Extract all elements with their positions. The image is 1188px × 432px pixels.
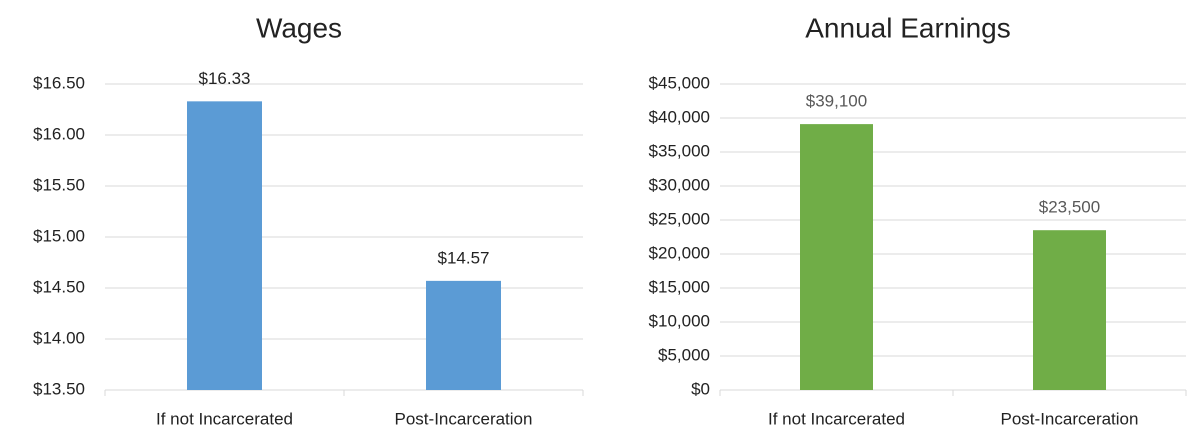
y-tick-label: $45,000 bbox=[649, 73, 710, 92]
bar bbox=[1033, 230, 1106, 390]
y-tick-label: $14.50 bbox=[33, 277, 85, 296]
x-tick-label: If not Incarcerated bbox=[156, 409, 293, 428]
y-tick-label: $20,000 bbox=[649, 243, 710, 262]
bar bbox=[426, 280, 501, 390]
y-tick-label: $30,000 bbox=[649, 175, 710, 194]
y-tick-label: $16.50 bbox=[33, 73, 85, 92]
y-tick-label: $10,000 bbox=[649, 311, 710, 330]
y-tick-label: $16.00 bbox=[33, 124, 85, 143]
x-tick-label: Post-Incarceration bbox=[1001, 409, 1139, 428]
x-tick-label: If not Incarcerated bbox=[768, 409, 905, 428]
y-tick-label: $35,000 bbox=[649, 141, 710, 160]
chart-title: Wages bbox=[256, 12, 342, 43]
y-tick-label: $15,000 bbox=[649, 277, 710, 296]
y-tick-label: $5,000 bbox=[658, 345, 710, 364]
y-tick-label: $15.50 bbox=[33, 175, 85, 194]
x-tick-label: Post-Incarceration bbox=[395, 409, 533, 428]
y-tick-label: $25,000 bbox=[649, 209, 710, 228]
value-label: $39,100 bbox=[806, 92, 867, 111]
value-label: $23,500 bbox=[1039, 198, 1100, 217]
value-label: $16.33 bbox=[199, 69, 251, 88]
chart-title: Annual Earnings bbox=[805, 12, 1010, 43]
value-label: $14.57 bbox=[438, 248, 490, 267]
y-tick-label: $40,000 bbox=[649, 107, 710, 126]
y-tick-label: $13.50 bbox=[33, 379, 85, 398]
y-tick-label: $0 bbox=[691, 379, 710, 398]
y-tick-label: $14.00 bbox=[33, 328, 85, 347]
bar bbox=[800, 124, 873, 391]
y-tick-label: $15.00 bbox=[33, 226, 85, 245]
bar bbox=[187, 101, 262, 390]
